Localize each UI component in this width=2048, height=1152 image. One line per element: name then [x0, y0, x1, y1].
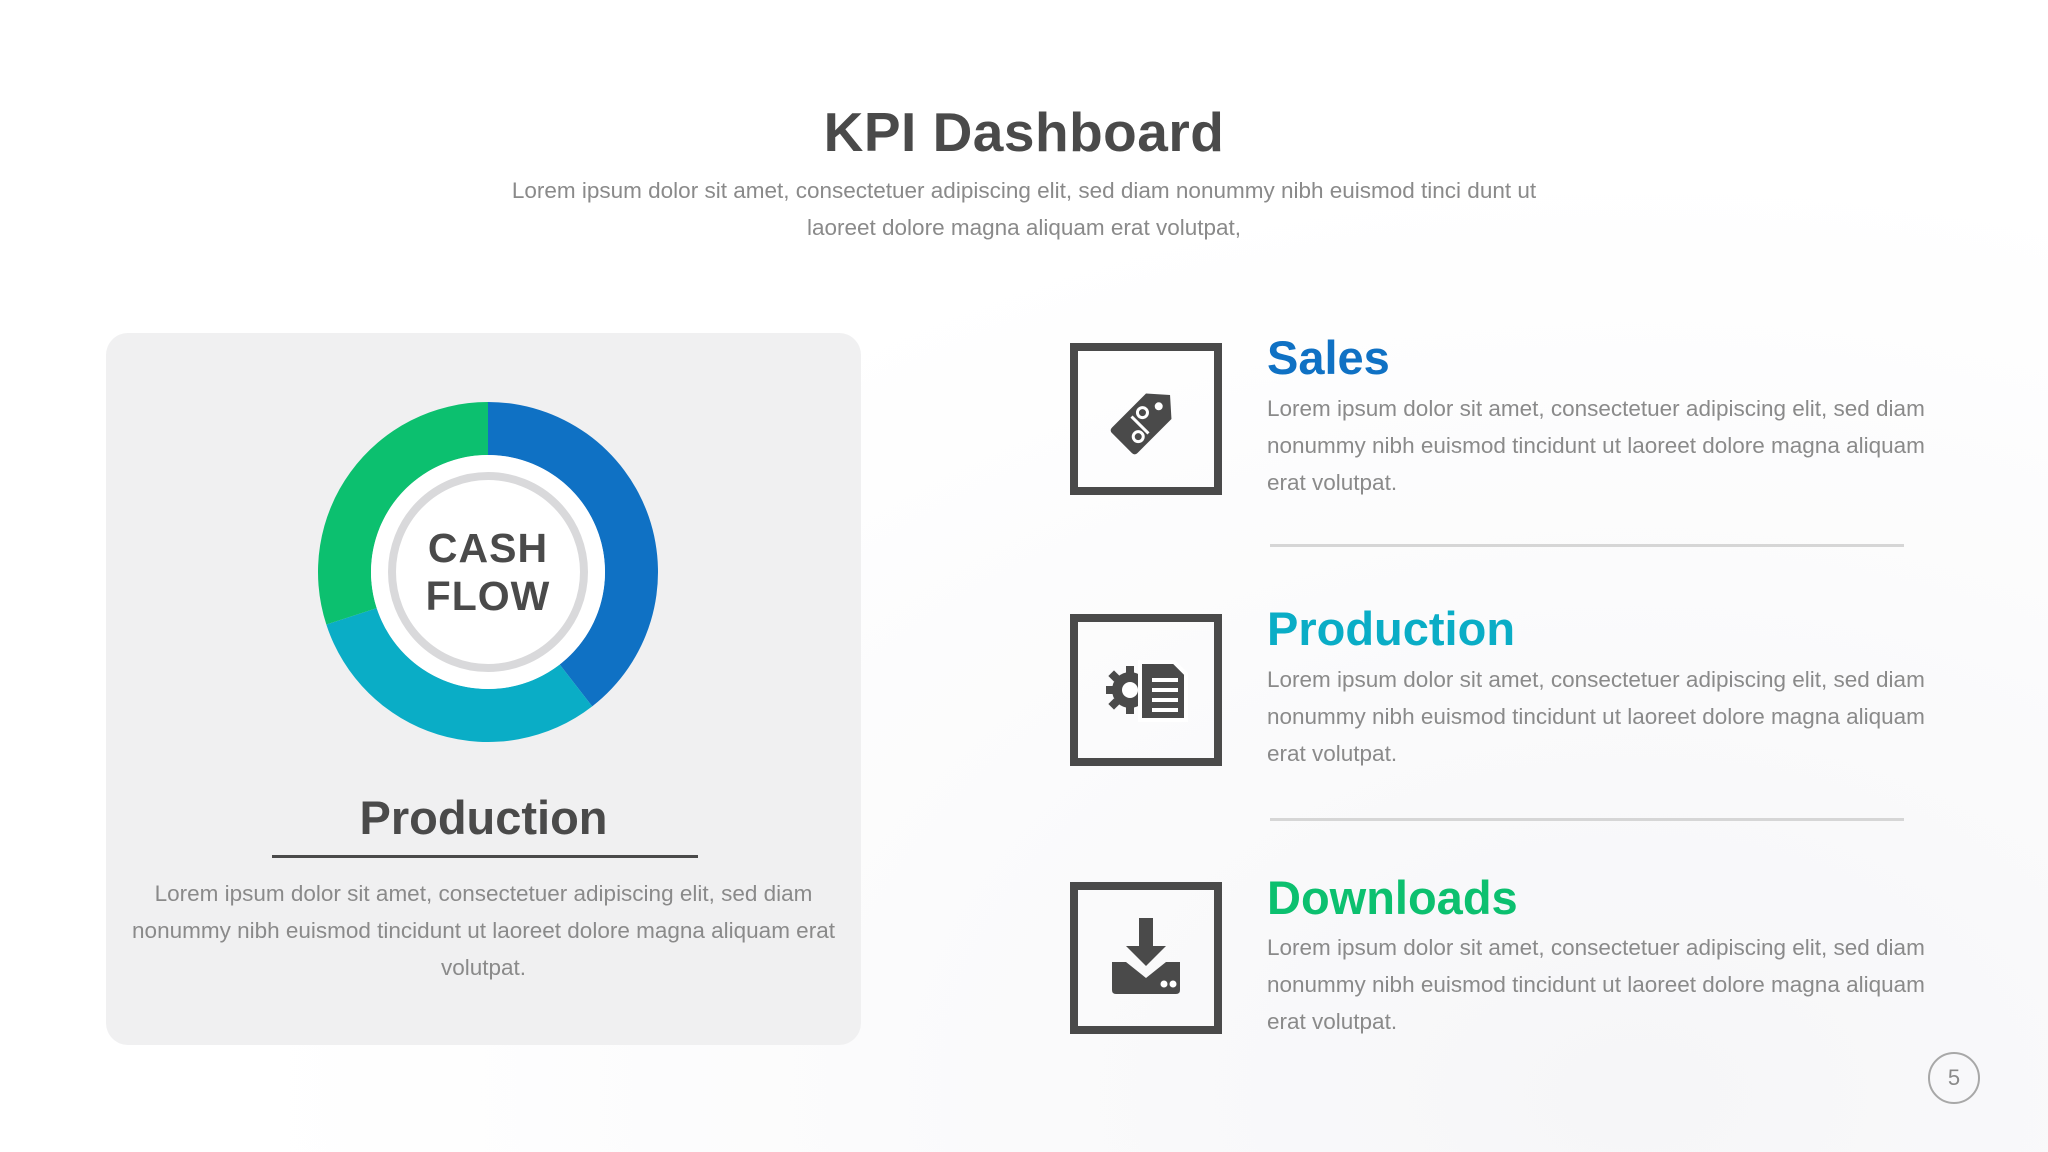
donut-segment-3	[318, 402, 488, 625]
downloads-title: Downloads	[1267, 871, 1518, 924]
donut-inner-ring	[388, 472, 588, 672]
production-description: Lorem ipsum dolor sit amet, consectetuer…	[1267, 667, 1925, 766]
gear-document-icon	[1106, 660, 1188, 722]
donut-segment-1	[488, 402, 658, 707]
production-icon-box	[1070, 614, 1222, 766]
downloads-icon-box	[1070, 882, 1222, 1034]
cash-flow-donut	[318, 402, 658, 742]
donut-inner-circle	[371, 455, 605, 689]
card-heading: Production	[359, 791, 608, 844]
divider-1	[1270, 544, 1904, 547]
donut-segment-2	[326, 608, 593, 742]
divider-2	[1270, 818, 1904, 821]
sales-description: Lorem ipsum dolor sit amet, consectetuer…	[1267, 396, 1925, 495]
sales-title: Sales	[1267, 331, 1390, 384]
page-subtitle: Lorem ipsum dolor sit amet, consectetuer…	[511, 178, 1537, 240]
production-title: Production	[1267, 602, 1516, 655]
download-tray-icon	[1112, 918, 1180, 994]
card-heading-underline	[272, 855, 698, 858]
page-title: KPI Dashboard	[823, 101, 1225, 163]
card-description: Lorem ipsum dolor sit amet, consectetuer…	[132, 881, 835, 980]
page-number-badge: 5	[1928, 1052, 1980, 1104]
price-tag-icon	[1110, 393, 1172, 455]
page-number: 5	[1947, 1065, 1961, 1090]
sales-icon-box	[1070, 343, 1222, 495]
downloads-description: Lorem ipsum dolor sit amet, consectetuer…	[1267, 935, 1925, 1034]
